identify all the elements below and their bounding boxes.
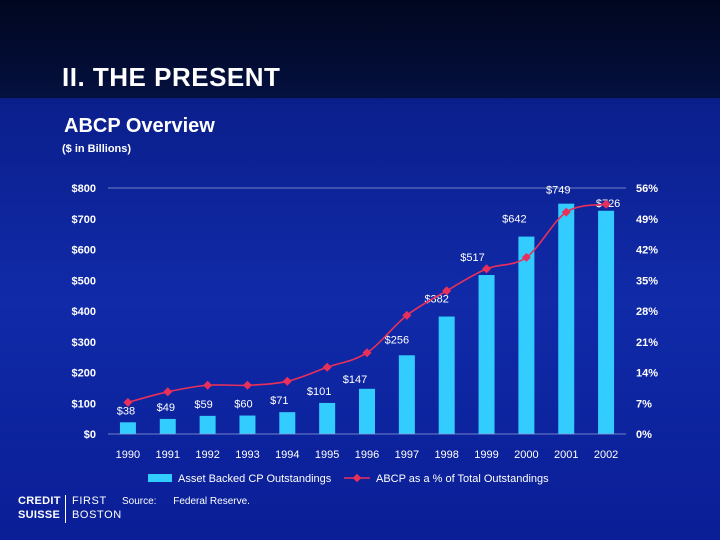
pct-series-marker xyxy=(203,380,213,390)
x-tick-label: 1994 xyxy=(275,449,299,461)
y-tick-label: $200 xyxy=(72,368,96,380)
y-tick-label: $400 xyxy=(72,306,96,318)
bar xyxy=(279,412,296,434)
pct-series-marker xyxy=(282,376,292,386)
bar xyxy=(558,203,575,434)
bar-data-label: $147 xyxy=(343,374,367,386)
legend-bar-swatch xyxy=(148,474,172,482)
legend-line-label: ABCP as a % of Total Outstandings xyxy=(376,473,549,485)
y-tick-label: $500 xyxy=(72,275,96,287)
pct-series-marker xyxy=(322,362,332,372)
logo-first-boston: FIRST BOSTON xyxy=(72,494,122,522)
bar xyxy=(199,415,216,434)
bar xyxy=(319,402,336,434)
bar xyxy=(598,210,615,434)
y-tick-label: $700 xyxy=(72,214,96,226)
x-tick-label: 1998 xyxy=(434,449,458,461)
x-tick-label: 1995 xyxy=(315,449,339,461)
pct-series-marker xyxy=(601,199,611,209)
bar xyxy=(478,275,495,434)
y2-tick-label: 49% xyxy=(636,214,658,226)
x-tick-label: 1999 xyxy=(474,449,498,461)
y-tick-label: $600 xyxy=(72,245,96,257)
bar-data-label: $382 xyxy=(424,294,448,306)
pct-series-marker xyxy=(242,380,252,390)
bar xyxy=(438,316,455,434)
bar-data-label: $101 xyxy=(307,386,331,398)
y2-tick-label: 42% xyxy=(636,245,658,257)
source-note: Source: Federal Reserve. xyxy=(122,496,250,507)
bar-data-label: $517 xyxy=(460,252,484,264)
slide-title: II. THE PRESENT xyxy=(62,62,281,92)
y2-tick-label: 56% xyxy=(636,183,658,195)
y-tick-label: $300 xyxy=(72,337,96,349)
logo-credit-suisse: CREDIT SUISSE xyxy=(18,494,61,522)
logo-line-first: FIRST xyxy=(72,495,107,507)
x-tick-label: 1993 xyxy=(235,449,259,461)
pct-series-marker xyxy=(163,387,173,397)
x-tick-label: 2000 xyxy=(514,449,538,461)
bar-data-label: $71 xyxy=(270,395,288,407)
y-tick-label: $800 xyxy=(72,183,96,195)
bar xyxy=(398,355,415,434)
logo-line-boston: BOSTON xyxy=(72,509,122,521)
bar-data-label: $38 xyxy=(117,405,135,417)
abcp-chart: $0 $100 $200 $300 $400 $500 $600 $700 $800 0% 7% 14… xyxy=(72,183,658,485)
units-label: ($ in Billions) xyxy=(62,143,132,155)
pct-series-marker xyxy=(482,264,492,274)
source-label: Source: xyxy=(122,496,157,507)
bar xyxy=(239,415,256,434)
x-tick-label: 1996 xyxy=(355,449,379,461)
x-tick-label: 1991 xyxy=(156,449,180,461)
y2-tick-label: 0% xyxy=(636,429,652,441)
source-text: Federal Reserve. xyxy=(173,496,250,507)
x-tick-label: 1992 xyxy=(195,449,219,461)
y2-tick-label: 7% xyxy=(636,398,652,410)
slide-subtitle: ABCP Overview xyxy=(64,115,215,137)
bar xyxy=(359,388,375,434)
bar xyxy=(518,236,535,434)
y-tick-label: $0 xyxy=(84,429,96,441)
x-tick-label: 1990 xyxy=(116,449,140,461)
y2-tick-label: 35% xyxy=(636,275,658,287)
header-band xyxy=(0,0,720,98)
y-tick-label: $100 xyxy=(72,398,96,410)
credit-suisse-first-boston-logo: CREDIT SUISSE FIRST BOSTON xyxy=(18,494,128,528)
logo-line-credit: CREDIT xyxy=(18,495,61,507)
x-tick-label: 1997 xyxy=(395,449,419,461)
bar-data-label: $49 xyxy=(157,402,175,414)
bar-data-label: $642 xyxy=(502,214,526,226)
x-tick-label: 2002 xyxy=(594,449,618,461)
pct-series-marker xyxy=(123,397,133,407)
bar-data-label: $749 xyxy=(546,185,570,197)
y2-tick-label: 14% xyxy=(636,368,658,380)
legend-line-marker xyxy=(352,473,362,483)
logo-line-suisse: SUISSE xyxy=(18,509,61,521)
bar xyxy=(159,418,176,434)
bar-data-label: $59 xyxy=(194,399,212,411)
x-tick-label: 2001 xyxy=(554,449,578,461)
logo-separator xyxy=(65,495,66,523)
y2-tick-label: 28% xyxy=(636,306,658,318)
legend-bar-label: Asset Backed CP Outstandings xyxy=(178,473,332,485)
bar xyxy=(119,422,136,434)
bar-data-label: $256 xyxy=(385,334,409,346)
y2-tick-label: 21% xyxy=(636,337,658,349)
bar-data-label: $60 xyxy=(234,399,252,411)
